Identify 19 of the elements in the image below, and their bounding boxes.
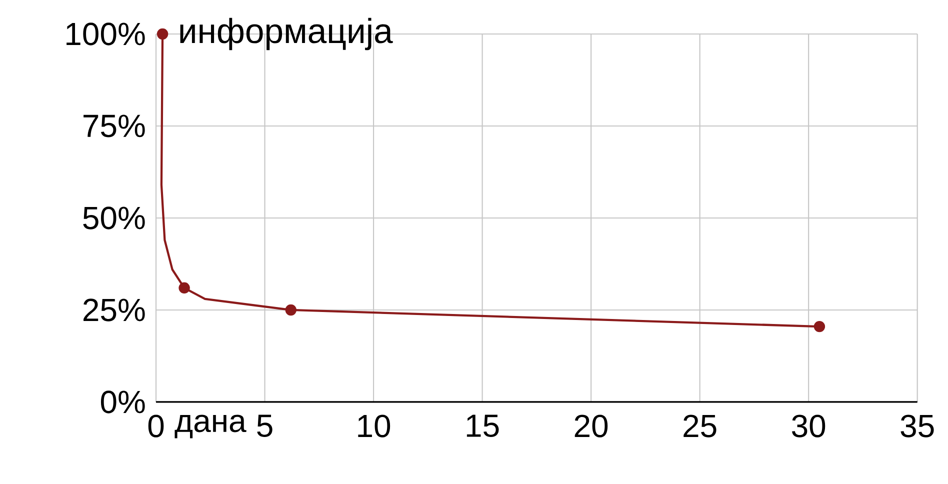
x-tick-label: 30 <box>792 414 826 438</box>
x-tick-label: 25 <box>684 414 716 438</box>
point <box>156 28 168 40</box>
x-tick-label: 0 <box>148 414 164 438</box>
y-tick-label: 75% <box>84 114 145 138</box>
x-tick-label: 10 <box>358 414 390 438</box>
y-tick-label: 0% <box>100 390 145 414</box>
y-tick-label: 50% <box>83 206 145 230</box>
x-tick-label: 20 <box>574 414 608 438</box>
point <box>178 282 190 294</box>
x-tick-label: 5 <box>257 414 272 438</box>
point <box>814 320 826 332</box>
y-tick-label: 100% <box>66 22 145 46</box>
point <box>285 304 296 316</box>
x-axis-title: дана <box>174 414 246 438</box>
x-tick-label: 15 <box>466 414 499 438</box>
y-tick-label: 25% <box>84 298 145 322</box>
annotation: информација <box>180 18 393 50</box>
x-tick-label: 35 <box>900 414 934 438</box>
